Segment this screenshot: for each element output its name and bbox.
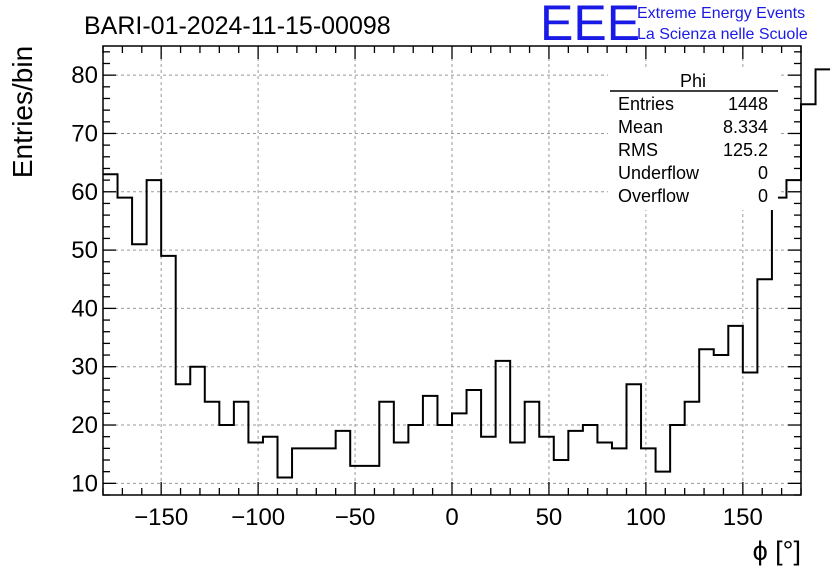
stats-box: Phi Entries 1448 Mean 8.334 RMS 125.2 Underflo… [608, 70, 778, 210]
stats-label: Mean [618, 117, 663, 137]
stats-value: 8.334 [723, 117, 768, 137]
y-tick-label: 40 [71, 295, 98, 322]
y-tick-label: 70 [71, 120, 98, 147]
y-tick-labels: 10 20 30 40 50 60 70 80 [71, 62, 98, 497]
x-tick-label: 50 [536, 504, 563, 531]
y-tick-label: 60 [71, 179, 98, 206]
stats-label: Entries [618, 94, 674, 114]
stats-value: 0 [758, 186, 768, 206]
stats-title: Phi [680, 71, 706, 91]
y-tick-label: 80 [71, 62, 98, 89]
y-tick-label: 10 [71, 470, 98, 497]
stats-value: 0 [758, 163, 768, 183]
y-tick-label: 30 [71, 354, 98, 381]
y-tick-label: 50 [71, 237, 98, 264]
stats-rows: Entries 1448 Mean 8.334 RMS 125.2 Underflow 0 Ov… [618, 94, 768, 206]
y-tick-label: 20 [71, 412, 98, 439]
histogram-line [103, 68, 831, 479]
x-tick-label: 150 [723, 504, 763, 531]
logo-line-1: Extreme Energy Events [637, 5, 805, 22]
stats-box-background [608, 70, 778, 210]
stats-value: 1448 [728, 94, 768, 114]
stats-label: RMS [618, 140, 658, 160]
stats-label: Overflow [618, 186, 690, 206]
plot-frame [102, 45, 802, 496]
logo-line-2: La Scienza nelle Scuole [637, 26, 808, 43]
x-tick-labels: −150 −100 −50 0 50 100 150 [134, 504, 763, 531]
x-tick-label: −100 [231, 504, 285, 531]
x-axis-label: ϕ [°] [753, 536, 801, 566]
x-tick-label: 100 [626, 504, 666, 531]
axis-ticks [102, 46, 802, 496]
stats-label: Underflow [618, 163, 700, 183]
eee-logo-mark: EEE [540, 0, 640, 51]
x-tick-label: −50 [335, 504, 376, 531]
x-tick-label: −150 [134, 504, 188, 531]
stats-value: 125.2 [723, 140, 768, 160]
chart-title: BARI-01-2024-11-15-00098 [84, 12, 391, 40]
y-axis-label: Entries/bin [7, 46, 38, 178]
x-tick-label: 0 [445, 504, 458, 531]
